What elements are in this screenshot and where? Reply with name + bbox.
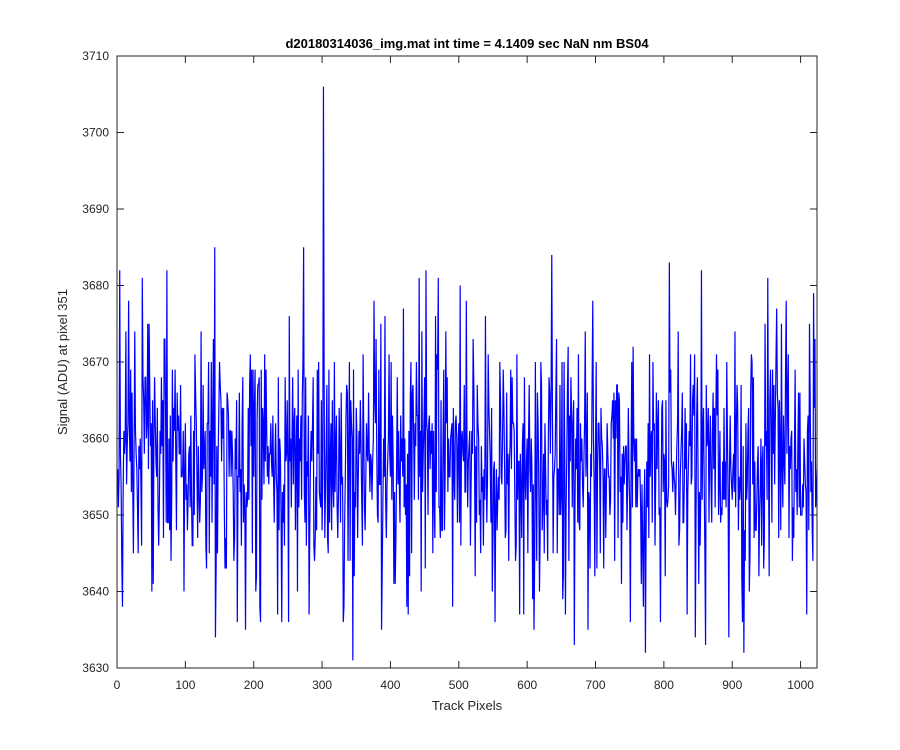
y-tick-label: 3640 [82,585,109,599]
x-tick-label: 800 [654,678,674,692]
x-tick-label: 900 [722,678,742,692]
y-tick-label: 3690 [82,202,109,216]
chart-title: d20180314036_img.mat int time = 4.1409 s… [285,36,649,51]
x-tick-label: 300 [312,678,332,692]
y-axis-label: Signal (ADU) at pixel 351 [55,289,70,435]
tick-labels: 0 100 200 300 400 500 600 700 800 900 1000 3630 3640… [82,49,814,692]
y-tick-label: 3710 [82,49,109,63]
y-tick-label: 3700 [82,126,109,140]
y-tick-label: 3680 [82,279,109,293]
x-tick-label: 200 [244,678,264,692]
y-tick-label: 3650 [82,508,109,522]
axes-box [116,55,818,669]
x-axis-label: Track Pixels [432,698,503,713]
y-tick-label: 3630 [82,661,109,675]
x-tick-label: 1000 [787,678,814,692]
y-tick-label: 3670 [82,355,109,369]
x-tick-label: 0 [114,678,121,692]
x-tick-label: 500 [449,678,469,692]
y-tick-label: 3660 [82,432,109,446]
x-tick-label: 700 [586,678,606,692]
data-series-line [117,86,817,661]
x-tick-label: 400 [380,678,400,692]
x-tick-label: 600 [517,678,537,692]
x-tick-label: 100 [175,678,195,692]
